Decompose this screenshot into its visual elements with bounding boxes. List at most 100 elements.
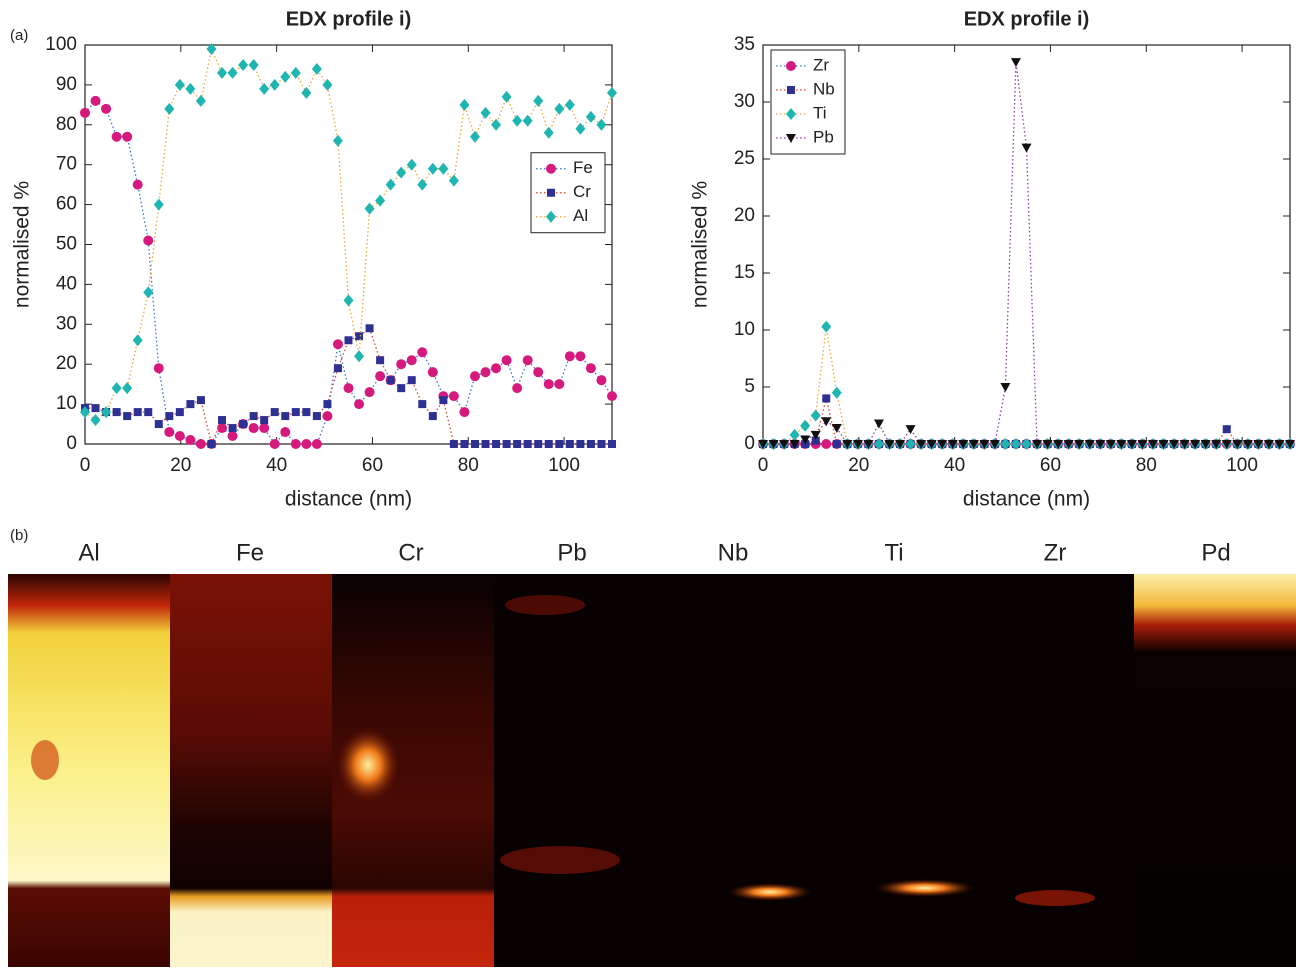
- marker: [831, 424, 842, 434]
- marker: [522, 355, 533, 366]
- marker: [269, 439, 280, 449]
- marker: [1063, 440, 1074, 449]
- marker: [439, 396, 448, 405]
- marker: [811, 436, 820, 445]
- marker: [1126, 440, 1137, 449]
- marker: [926, 440, 937, 449]
- marker: [322, 411, 333, 422]
- marker: [852, 440, 863, 449]
- marker: [873, 438, 884, 450]
- marker: [1179, 440, 1190, 449]
- marker: [175, 408, 184, 417]
- marker: [1074, 440, 1085, 449]
- marker: [259, 423, 270, 434]
- marker: [502, 440, 511, 448]
- marker: [301, 439, 312, 449]
- marker: [575, 122, 586, 135]
- marker: [354, 350, 365, 363]
- marker: [608, 440, 616, 448]
- marker: [533, 94, 544, 107]
- marker: [460, 440, 469, 448]
- marker: [937, 440, 948, 449]
- marker: [385, 178, 396, 191]
- marker: [989, 440, 1000, 449]
- marker: [227, 431, 238, 442]
- marker: [947, 440, 958, 449]
- marker: [101, 406, 112, 419]
- x-axis-label: distance (nm): [285, 488, 412, 511]
- legend-label: Ti: [813, 103, 827, 122]
- marker: [501, 90, 512, 103]
- marker: [375, 194, 386, 207]
- marker: [800, 419, 811, 432]
- marker: [821, 417, 832, 427]
- marker: [480, 367, 491, 378]
- marker: [280, 70, 291, 83]
- marker: [1211, 440, 1222, 449]
- marker: [165, 412, 174, 421]
- marker: [133, 408, 142, 417]
- marker: [153, 198, 164, 211]
- legend-marker: [546, 210, 556, 223]
- marker: [132, 179, 143, 190]
- marker: [779, 440, 790, 449]
- marker: [291, 408, 300, 417]
- marker: [344, 336, 353, 345]
- marker: [469, 371, 480, 382]
- marker: [585, 363, 596, 374]
- marker: [174, 431, 185, 442]
- marker: [355, 332, 364, 341]
- marker: [418, 400, 427, 409]
- panel-label: (b): [10, 527, 28, 544]
- map-label: Al: [78, 539, 99, 566]
- marker: [280, 427, 291, 438]
- map-label: Pd: [1201, 539, 1230, 566]
- map-image: [494, 574, 656, 967]
- marker: [596, 118, 607, 131]
- marker: [417, 178, 428, 191]
- marker: [585, 110, 596, 123]
- map-label: Fe: [236, 539, 264, 566]
- marker: [428, 412, 437, 421]
- marker: [143, 235, 154, 246]
- marker: [195, 94, 206, 107]
- legend-label: Al: [573, 206, 588, 225]
- marker: [1000, 438, 1011, 450]
- x-tick-label: 80: [458, 455, 479, 476]
- marker: [365, 324, 374, 333]
- marker: [174, 78, 185, 91]
- y-tick-label: 30: [56, 313, 77, 334]
- x-tick-label: 100: [548, 455, 580, 476]
- map-image: [980, 574, 1134, 967]
- marker: [1169, 440, 1180, 449]
- marker: [90, 414, 101, 427]
- marker: [90, 95, 101, 106]
- marker: [873, 419, 884, 429]
- x-tick-label: 60: [1040, 455, 1061, 476]
- legend-label: Pb: [813, 127, 834, 146]
- marker: [822, 394, 831, 403]
- plot-area: [84, 44, 613, 445]
- marker: [895, 440, 906, 449]
- marker: [302, 408, 311, 417]
- marker: [427, 367, 438, 378]
- marker: [1263, 440, 1274, 449]
- chart-title: EDX profile i): [964, 8, 1090, 30]
- marker: [301, 86, 312, 99]
- marker: [364, 387, 375, 398]
- marker: [544, 440, 553, 448]
- marker: [607, 391, 617, 402]
- marker: [1032, 440, 1043, 449]
- map-image: [170, 574, 332, 967]
- marker: [249, 412, 258, 421]
- x-tick-label: 80: [1136, 455, 1157, 476]
- marker: [217, 423, 228, 434]
- marker: [218, 416, 227, 425]
- marker: [438, 162, 449, 175]
- marker: [396, 166, 407, 179]
- panel-label: (a): [10, 27, 28, 44]
- map-image: [818, 574, 980, 967]
- y-axis-label: normalised %: [11, 181, 34, 308]
- marker: [406, 355, 417, 366]
